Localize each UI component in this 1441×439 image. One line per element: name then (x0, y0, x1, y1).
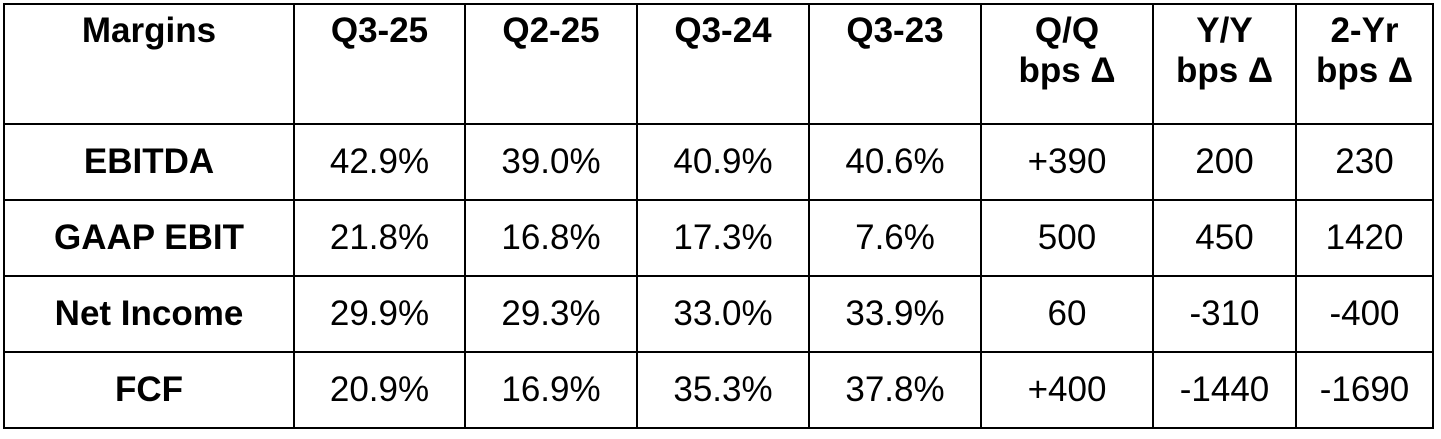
header-cell: 2-Yr bps Δ (1295, 3, 1434, 125)
table-cell: 21.8% (293, 199, 466, 277)
row-label: Net Income (3, 275, 295, 353)
table-cell: 33.9% (808, 275, 982, 353)
table-row: FCF 20.9% 16.9% 35.3% 37.8% +400 -1440 -1690 (3, 351, 1434, 429)
table-cell: +400 (980, 351, 1154, 429)
table-cell: 35.3% (636, 351, 810, 429)
table-body: EBITDA 42.9% 39.0% 40.9% 40.6% +390 200 230 GAAP… (3, 123, 1434, 429)
table-cell: 37.8% (808, 351, 982, 429)
margins-table: Margins Q3-25 Q2-25 Q3-24 Q3-23 Q/Q bps Δ Y/Y … (3, 3, 1434, 429)
table-cell: 16.9% (464, 351, 638, 429)
table-cell: 60 (980, 275, 1154, 353)
header-cell: Q3-23 (808, 3, 982, 125)
table-cell: 1420 (1295, 199, 1434, 277)
table-cell: -310 (1152, 275, 1297, 353)
header-cell: Q3-25 (293, 3, 466, 125)
table-row: Net Income 29.9% 29.3% 33.0% 33.9% 60 -310 -400 (3, 275, 1434, 353)
table-cell: 29.3% (464, 275, 638, 353)
row-label: FCF (3, 351, 295, 429)
table-cell: 42.9% (293, 123, 466, 201)
table-cell: +390 (980, 123, 1154, 201)
table-cell: -1440 (1152, 351, 1297, 429)
table-cell: 20.9% (293, 351, 466, 429)
table-cell: 17.3% (636, 199, 810, 277)
table-cell: 7.6% (808, 199, 982, 277)
table-cell: 33.0% (636, 275, 810, 353)
table-cell: 39.0% (464, 123, 638, 201)
table-cell: 230 (1295, 123, 1434, 201)
header-cell: Q3-24 (636, 3, 810, 125)
table-cell: 40.6% (808, 123, 982, 201)
table-cell: 450 (1152, 199, 1297, 277)
table-cell: 29.9% (293, 275, 466, 353)
header-cell: Q2-25 (464, 3, 638, 125)
table-cell: -400 (1295, 275, 1434, 353)
table-cell: 16.8% (464, 199, 638, 277)
table-cell: 500 (980, 199, 1154, 277)
header-cell: Y/Y bps Δ (1152, 3, 1297, 125)
row-label: EBITDA (3, 123, 295, 201)
header-cell: Q/Q bps Δ (980, 3, 1154, 125)
table-cell: 200 (1152, 123, 1297, 201)
header-row: Margins Q3-25 Q2-25 Q3-24 Q3-23 Q/Q bps Δ Y/Y … (3, 3, 1434, 125)
table-row: GAAP EBIT 21.8% 16.8% 17.3% 7.6% 500 450 1420 (3, 199, 1434, 277)
table-cell: 40.9% (636, 123, 810, 201)
row-label: GAAP EBIT (3, 199, 295, 277)
table-cell: -1690 (1295, 351, 1434, 429)
table-row: EBITDA 42.9% 39.0% 40.9% 40.6% +390 200 230 (3, 123, 1434, 201)
header-cell: Margins (3, 3, 295, 125)
